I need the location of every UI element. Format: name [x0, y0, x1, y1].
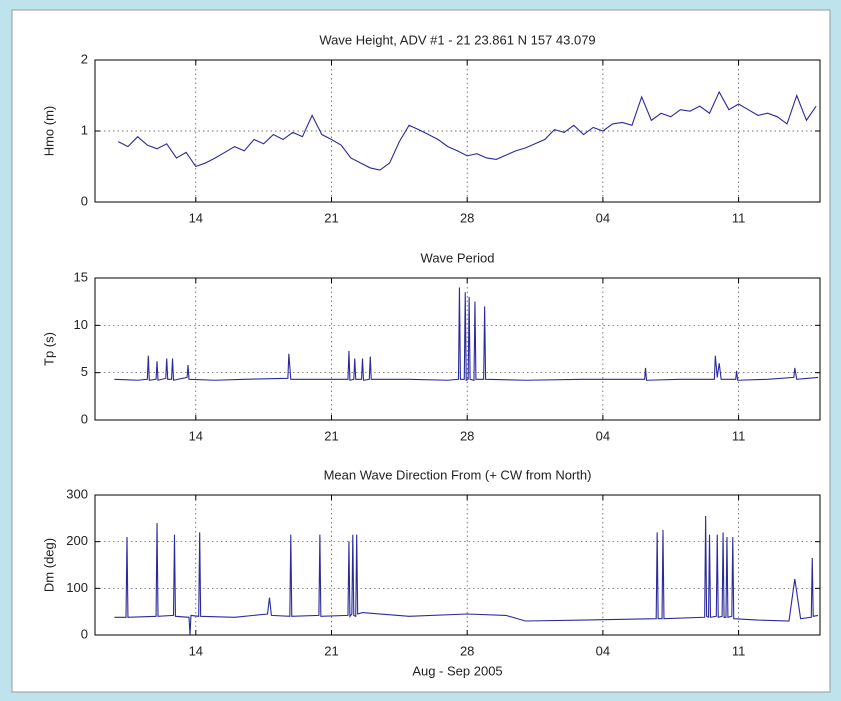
data-line	[114, 515, 819, 635]
y-tick-label: 1	[81, 122, 88, 137]
chart-title: Wave Period	[421, 250, 495, 265]
x-tick-label: 04	[596, 643, 610, 658]
x-tick-label: 21	[324, 428, 338, 443]
x-tick-label: 11	[732, 428, 746, 443]
x-tick-label: 04	[596, 428, 610, 443]
x-axis-label: Aug - Sep 2005	[412, 663, 502, 678]
plot-frame	[94, 277, 821, 421]
y-tick-label: 300	[66, 486, 88, 501]
chart-title: Mean Wave Direction From (+ CW from Nort…	[324, 467, 592, 482]
y-tick-label: 0	[81, 411, 88, 426]
x-tick-label: 04	[596, 210, 610, 225]
y-tick-label: 0	[81, 626, 88, 641]
y-tick-label: 200	[66, 533, 88, 548]
y-axis-label: Tp (s)	[41, 332, 56, 366]
x-tick-label: 11	[732, 210, 746, 225]
x-tick-label: 11	[732, 643, 746, 658]
x-tick-label: 28	[460, 210, 474, 225]
y-axis-label: Hmo (m)	[41, 106, 56, 157]
x-tick-label: 14	[189, 210, 203, 225]
x-tick-label: 14	[189, 428, 203, 443]
data-line	[118, 90, 817, 171]
x-tick-label: 28	[460, 428, 474, 443]
x-tick-label: 21	[324, 210, 338, 225]
y-tick-label: 100	[66, 580, 88, 595]
y-tick-label: 10	[74, 317, 88, 332]
x-tick-label: 28	[460, 643, 474, 658]
plot-frame	[94, 494, 821, 636]
x-tick-label: 14	[189, 643, 203, 658]
x-tick-label: 21	[324, 643, 338, 658]
y-tick-label: 0	[81, 193, 88, 208]
y-tick-label: 5	[81, 364, 88, 379]
plot-frame	[94, 59, 821, 203]
y-tick-label: 15	[74, 269, 88, 284]
y-tick-label: 2	[81, 51, 88, 66]
chart-title: Wave Height, ADV #1 - 21 23.861 N 157 43…	[319, 32, 595, 47]
data-line	[114, 287, 819, 382]
panel	[11, 9, 831, 693]
y-axis-label: Dm (deg)	[41, 538, 56, 592]
